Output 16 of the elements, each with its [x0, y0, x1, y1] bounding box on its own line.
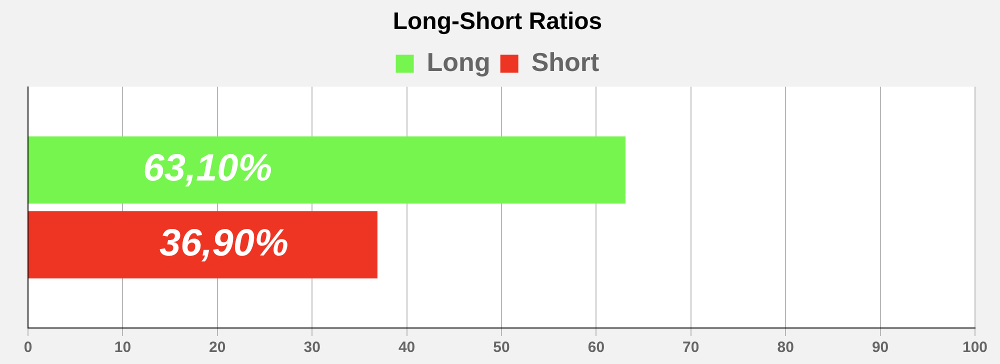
x-tick-label: 100 — [962, 339, 988, 356]
data-label: 63,10% — [143, 148, 272, 190]
legend-label: Short — [531, 46, 600, 77]
x-tick-label: 90 — [872, 339, 889, 356]
legend-label: Long — [426, 46, 490, 77]
x-tick-label: 20 — [209, 339, 226, 356]
x-tick-label: 40 — [398, 339, 416, 356]
chart-title: Long-Short Ratios — [392, 8, 602, 36]
x-tick-label: 70 — [682, 339, 700, 356]
x-tick-label: 10 — [114, 339, 132, 356]
x-tick-label: 0 — [24, 339, 32, 356]
x-tick-label: 30 — [304, 339, 320, 356]
x-tick-label: 60 — [588, 339, 605, 356]
x-tick-label: 50 — [493, 339, 510, 356]
x-tick-label: 80 — [777, 339, 794, 356]
data-label: 36,90% — [159, 222, 288, 264]
